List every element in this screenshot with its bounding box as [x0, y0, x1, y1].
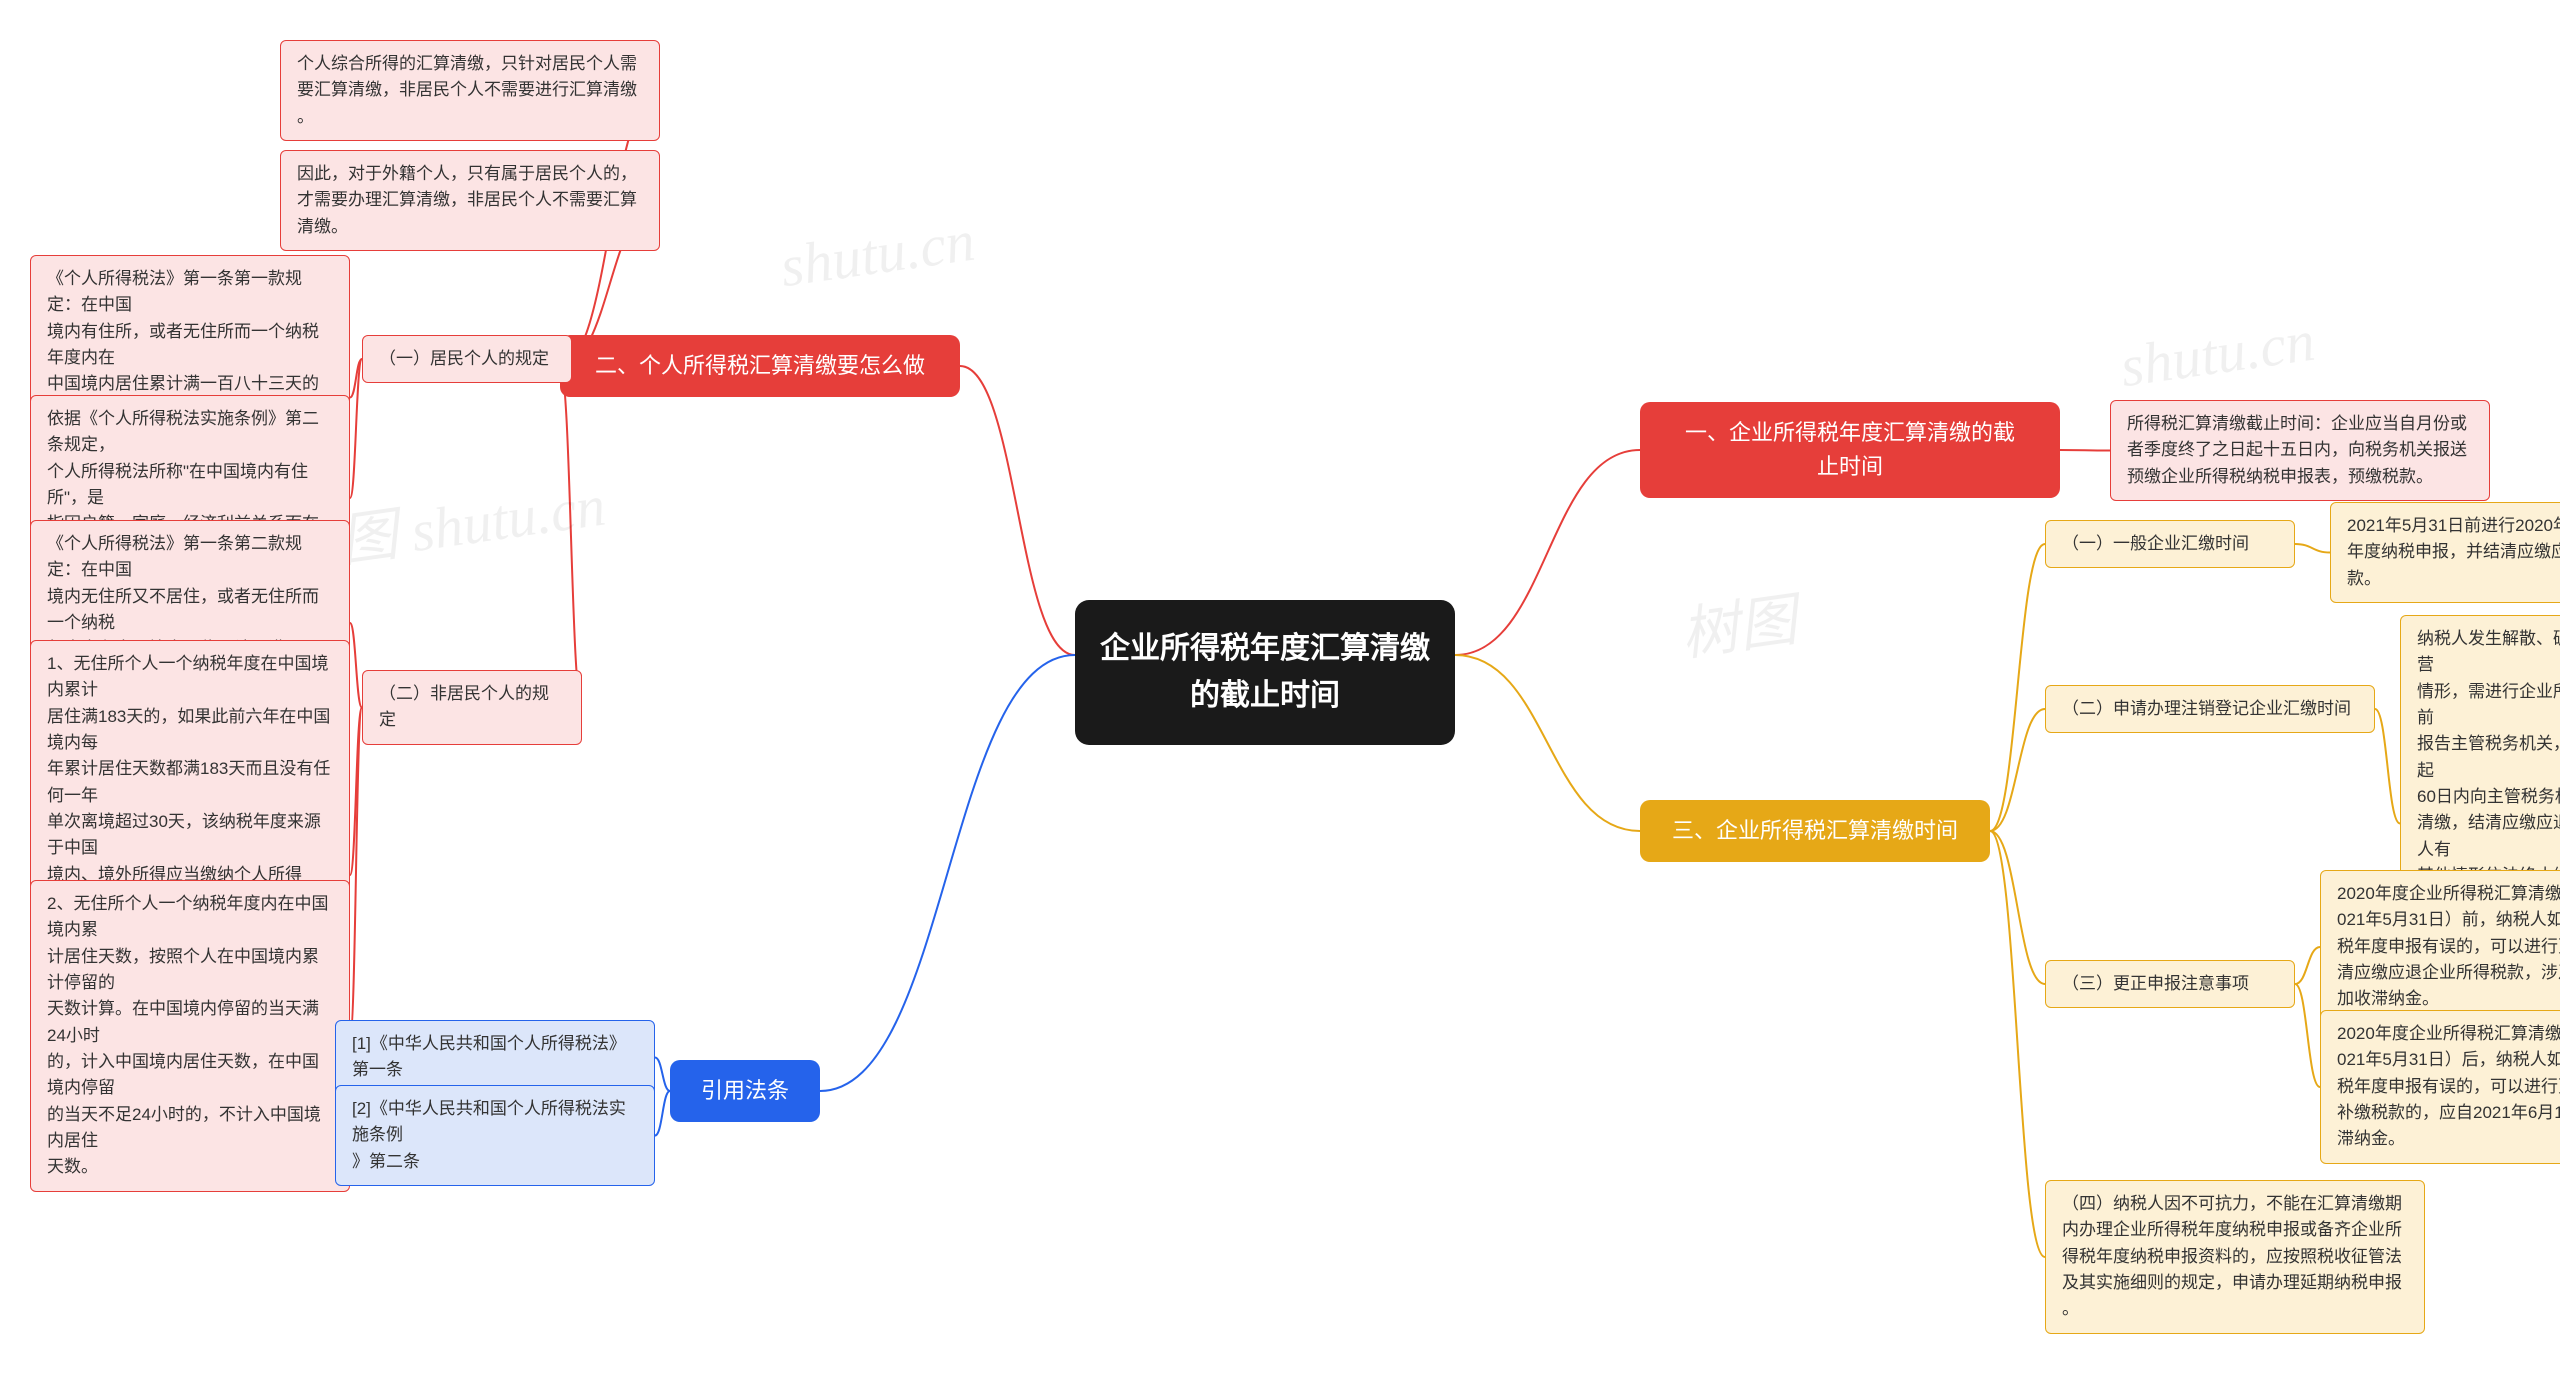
watermark-1: shutu.cn	[776, 207, 978, 300]
branch-b1[interactable]: 一、企业所得税年度汇算清缴的截 止时间	[1640, 402, 2060, 498]
leaf-b3-3-2[interactable]: 2020年度企业所得税汇算清缴申报截止日（2 021年5月31日）后，纳税人如发…	[2320, 1010, 2560, 1164]
leaf-b2-2[interactable]: （二）非居民个人的规定	[362, 670, 582, 745]
branch-b3[interactable]: 三、企业所得税汇算清缴时间	[1640, 800, 1990, 862]
watermark-2: shutu.cn	[2116, 307, 2318, 400]
leaf-b3-1[interactable]: （一）一般企业汇缴时间	[2045, 520, 2295, 568]
leaf-b3-2[interactable]: （二）申请办理注销登记企业汇缴时间	[2045, 685, 2375, 733]
leaf-b3-3-1[interactable]: 2020年度企业所得税汇算清缴申报截止日（2 021年5月31日）前，纳税人如发…	[2320, 870, 2560, 1024]
leaf-b2-a[interactable]: 个人综合所得的汇算清缴，只针对居民个人需 要汇算清缴，非居民个人不需要进行汇算清…	[280, 40, 660, 141]
branch-b4[interactable]: 引用法条	[670, 1060, 820, 1122]
leaf-b3-1-1[interactable]: 2021年5月31日前进行2020年度企业所得税 年度纳税申报，并结清应缴应退企…	[2330, 502, 2560, 603]
leaf-b2-b[interactable]: 因此，对于外籍个人，只有属于居民个人的， 才需要办理汇算清缴，非居民个人不需要汇…	[280, 150, 660, 251]
branch-b2[interactable]: 二、个人所得税汇算清缴要怎么做	[560, 335, 960, 397]
leaf-b4-1[interactable]: [1]《中华人民共和国个人所得税法》第一条	[335, 1020, 655, 1095]
leaf-b4-2[interactable]: [2]《中华人民共和国个人所得税法实施条例 》第二条	[335, 1085, 655, 1186]
leaf-b1-1[interactable]: 所得税汇算清缴截止时间：企业应当自月份或 者季度终了之日起十五日内，向税务机关报…	[2110, 400, 2490, 501]
leaf-b2-1[interactable]: （一）居民个人的规定	[362, 335, 572, 383]
watermark-3: 树图	[1675, 572, 1802, 671]
leaf-b3-4[interactable]: （四）纳税人因不可抗力，不能在汇算清缴期 内办理企业所得税年度纳税申报或备齐企业…	[2045, 1180, 2425, 1334]
center-node[interactable]: 企业所得税年度汇算清缴 的截止时间	[1075, 600, 1455, 745]
leaf-b2-2-2[interactable]: 2、无住所个人一个纳税年度内在中国境内累 计居住天数，按照个人在中国境内累计停留…	[30, 880, 350, 1192]
leaf-b3-3[interactable]: （三）更正申报注意事项	[2045, 960, 2295, 1008]
